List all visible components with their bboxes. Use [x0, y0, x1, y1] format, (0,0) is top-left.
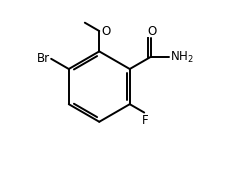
- Text: O: O: [147, 24, 156, 38]
- Text: O: O: [102, 25, 111, 39]
- Text: Br: Br: [37, 52, 50, 65]
- Text: NH$_2$: NH$_2$: [170, 49, 194, 64]
- Text: F: F: [142, 114, 148, 127]
